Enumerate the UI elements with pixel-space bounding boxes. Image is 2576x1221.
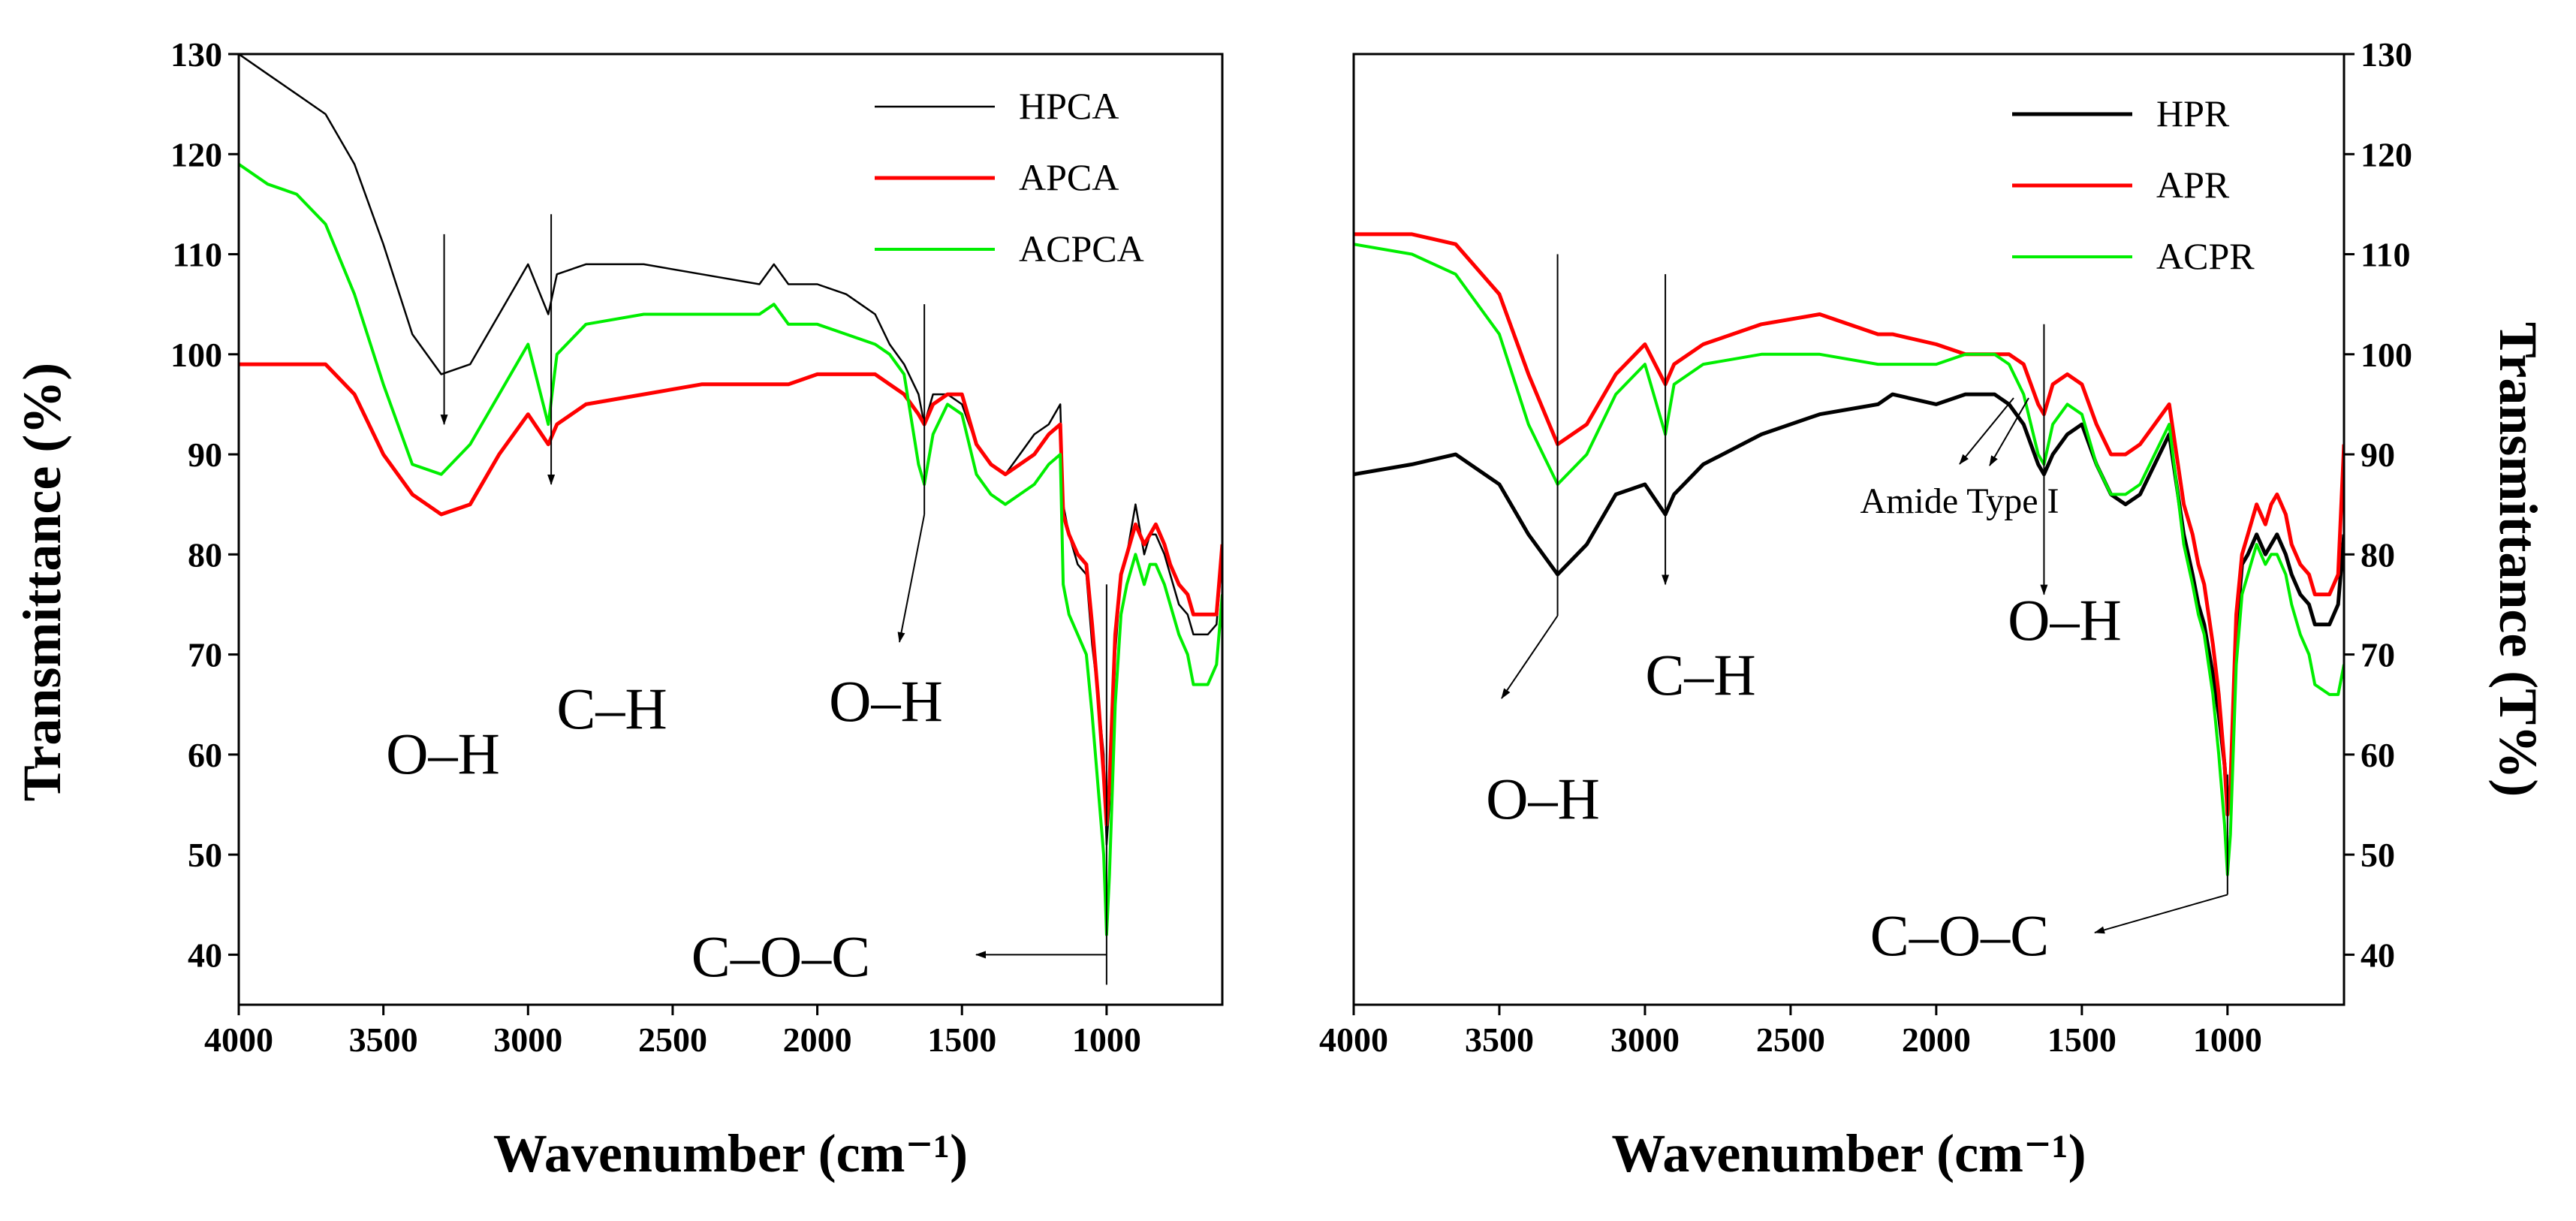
annotations: O–H C–H O–H C–O–C xyxy=(386,214,1107,989)
y-tick-label: 120 xyxy=(170,135,222,173)
chart-panel-left: 4000 3500 3000 2500 2000 1500 1000 40 50 60 70 80 90… xyxy=(12,35,1224,1183)
x-tick-label: 4000 xyxy=(204,1021,273,1059)
annotation-label-o-h: O–H xyxy=(2008,587,2122,653)
y-tick-label: 120 xyxy=(2361,135,2412,173)
annotation-arrow xyxy=(897,514,926,643)
y-tick-label: 100 xyxy=(2361,336,2412,374)
annotation-label-amide-type-i: Amide Type I xyxy=(1860,481,2059,521)
annotation-label-o-h: O–H xyxy=(1486,766,1600,831)
y-tick-label: 110 xyxy=(173,236,222,274)
annotation-label-c-o-c: C–O–C xyxy=(691,924,870,989)
x-tick-label: 2000 xyxy=(1902,1021,1971,1059)
x-tick-label: 1500 xyxy=(927,1021,996,1059)
chart-panel-right: 4000 3500 3000 2500 2000 1500 1000 40 50 60 70 80 90… xyxy=(1319,35,2548,1183)
x-tick-label: 3500 xyxy=(1465,1021,1534,1059)
annotation-label-c-h: C–H xyxy=(556,676,667,741)
series-line-acpr xyxy=(1354,243,2344,876)
annotation-arrow xyxy=(1959,397,2014,465)
x-tick-label: 1000 xyxy=(2193,1021,2262,1059)
y-tick-label: 90 xyxy=(2361,436,2395,474)
x-axis-title: Wavenumber (cm⁻¹) xyxy=(493,1123,968,1183)
x-tick-label: 3000 xyxy=(1610,1021,1680,1059)
legend-label-hpr: HPR xyxy=(2156,92,2230,134)
legend-label-apca: APCA xyxy=(1019,156,1119,198)
x-tick-label: 1000 xyxy=(1072,1021,1141,1059)
legend-label-acpca: ACPCA xyxy=(1019,228,1144,270)
legend-label-acpr: ACPR xyxy=(2156,235,2255,277)
annotations: O–H C–H Amide Type I O–H C–O–C xyxy=(1486,254,2228,968)
series-group xyxy=(239,54,1222,936)
x-tick-label: 1500 xyxy=(2047,1021,2117,1059)
series-line-apca xyxy=(239,362,1222,827)
x-tick-label: 3500 xyxy=(349,1021,418,1059)
y-tick-label: 40 xyxy=(188,936,222,974)
annotation-label-o-h: O–H xyxy=(829,668,943,734)
x-tick-label: 4000 xyxy=(1319,1021,1388,1059)
series-line-apr xyxy=(1354,232,2344,817)
series-line-hpr xyxy=(1354,392,2344,806)
annotation-arrow xyxy=(1501,615,1559,699)
y-axis-title: Transmittance (%) xyxy=(12,363,72,802)
x-tick-label: 2500 xyxy=(1756,1021,1825,1059)
legend-label-hpca: HPCA xyxy=(1019,85,1119,127)
x-tick-label: 2000 xyxy=(783,1021,852,1059)
y-tick-label: 60 xyxy=(188,736,222,774)
y-tick-label: 70 xyxy=(2361,636,2395,674)
y-tick-label: 50 xyxy=(188,836,222,874)
plot-frame xyxy=(1352,53,2346,1006)
annotation-arrow xyxy=(2094,894,2228,934)
annotation-label-c-h: C–H xyxy=(1645,642,1755,707)
y-axis-title: Transmittance (T%) xyxy=(2488,322,2548,797)
y-tick-label: 100 xyxy=(170,336,222,374)
y-tick-label: 130 xyxy=(170,35,222,74)
y-tick-label: 60 xyxy=(2361,736,2395,774)
x-tick-label: 2500 xyxy=(638,1021,707,1059)
y-tick-label: 90 xyxy=(188,436,222,474)
y-tick-label: 80 xyxy=(2361,535,2395,574)
y-tick-label: 40 xyxy=(2361,936,2395,974)
x-axis-title: Wavenumber (cm⁻¹) xyxy=(1611,1123,2086,1183)
y-tick-label: 70 xyxy=(188,636,222,674)
annotation-label-o-h: O–H xyxy=(386,721,500,786)
annotation-arrow xyxy=(1989,397,2029,466)
annotation-label-c-o-c: C–O–C xyxy=(1870,903,2049,968)
y-tick-label: 110 xyxy=(2361,236,2410,274)
series-group xyxy=(1354,232,2344,876)
legend-label-apr: APR xyxy=(2156,164,2230,206)
y-tick-label: 130 xyxy=(2361,35,2412,74)
y-tick-label: 50 xyxy=(2361,836,2395,874)
x-tick-label: 3000 xyxy=(493,1021,562,1059)
y-tick-label: 80 xyxy=(188,535,222,574)
plot-frame xyxy=(237,53,1224,1006)
series-line-acpca xyxy=(239,162,1222,936)
